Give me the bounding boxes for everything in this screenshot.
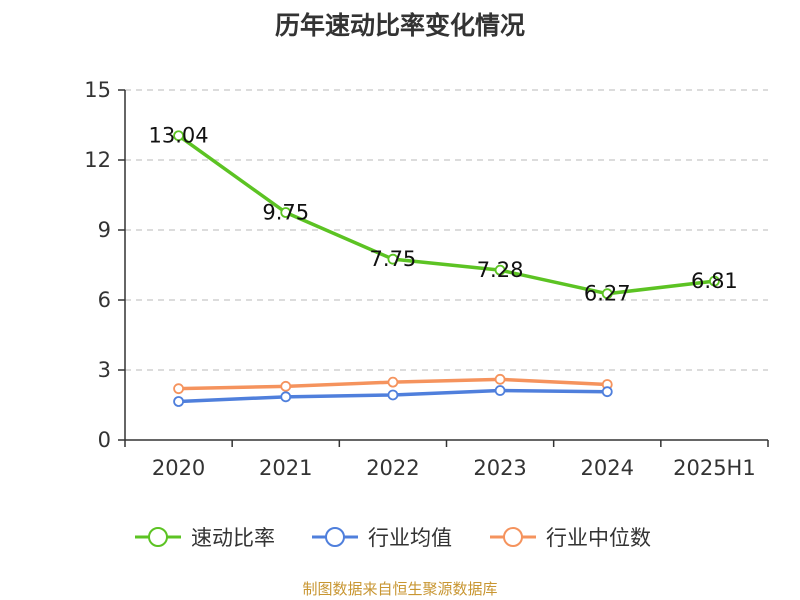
legend-swatch-marker <box>325 527 345 547</box>
series-lines <box>173 130 720 407</box>
series-line <box>176 133 717 296</box>
x-tick-label: 2022 <box>366 456 419 480</box>
x-tick-label: 2023 <box>473 456 526 480</box>
data-point <box>387 389 399 401</box>
x-tick-label: 2020 <box>152 456 205 480</box>
data-labels: 13.04 9.75 7.75 7.28 6.27 6.81 <box>149 124 738 306</box>
data-point <box>601 386 613 398</box>
y-tick-label: 6 <box>98 288 111 312</box>
data-point <box>601 288 613 300</box>
data-label: 7.28 <box>477 258 524 282</box>
legend-swatch-marker <box>148 527 168 547</box>
source-footer: 制图数据来自恒生聚源数据库 <box>302 580 498 598</box>
data-point <box>387 376 399 388</box>
data-point <box>280 380 292 392</box>
y-tick-label: 9 <box>98 218 111 242</box>
data-label: 9.75 <box>262 201 309 225</box>
legend-swatch-marker <box>503 527 523 547</box>
x-tick-label: 2024 <box>581 456 634 480</box>
data-point <box>280 391 292 403</box>
y-tick-label: 0 <box>98 428 111 452</box>
data-point <box>173 396 184 407</box>
y-tick-label: 12 <box>84 148 111 172</box>
data-point <box>280 207 292 218</box>
data-point <box>709 275 720 287</box>
x-tick-label: 2021 <box>259 456 312 480</box>
data-point <box>494 385 506 396</box>
data-label: 6.27 <box>584 282 631 306</box>
legend: 速动比率 行业均值 行业中位数 <box>135 526 651 550</box>
data-point <box>494 373 506 385</box>
y-tick-label: 3 <box>98 358 111 382</box>
data-label: 7.75 <box>370 247 417 271</box>
data-point <box>387 253 399 265</box>
data-point <box>494 264 506 276</box>
chart-title: 历年速动比率变化情况 <box>274 11 525 40</box>
legend-label: 行业中位数 <box>546 526 651 550</box>
legend-label: 行业均值 <box>368 526 452 550</box>
data-label: 6.81 <box>691 269 738 293</box>
x-tick-label: 2025H1 <box>673 456 756 480</box>
data-point <box>173 130 184 142</box>
legend-label: 速动比率 <box>191 526 275 550</box>
data-point <box>173 383 184 395</box>
axes: 0 3 6 9 12 15 2020 2021 2022 2023 2024 2025H1 <box>84 78 769 480</box>
grid-lines <box>125 89 768 371</box>
y-tick-label: 15 <box>84 78 111 102</box>
data-label: 13.04 <box>149 124 209 148</box>
